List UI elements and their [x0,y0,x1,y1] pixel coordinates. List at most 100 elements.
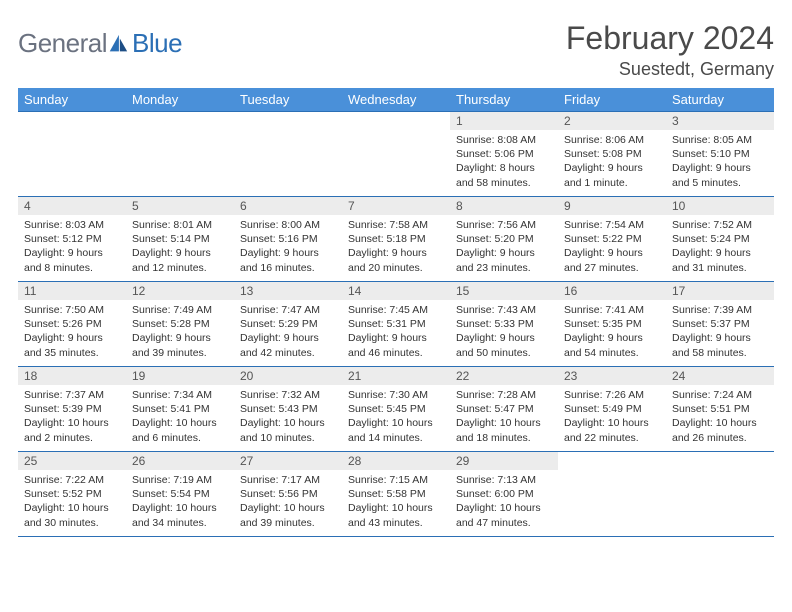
day-details: Sunrise: 7:37 AM Sunset: 5:39 PM Daylight:… [18,385,126,449]
sunrise-text: Sunrise: 7:32 AM [240,389,320,401]
day-details: Sunrise: 7:19 AMSunset: 5:54 PMDaylight:… [126,470,234,534]
sunrise-text: Sunrise: 7:19 AM [132,474,212,486]
day-details: Sunrise: 8:00 AMSunset: 5:16 PMDaylight:… [234,215,342,279]
day-details: Sunrise: 7:15 AMSunset: 5:58 PMDaylight:… [342,470,450,534]
sunset-text: Sunset: 5:33 PM [456,318,534,330]
calendar-cell: 3Sunrise: 8:05 AMSunset: 5:10 PMDaylight… [666,112,774,197]
day-details: Sunrise: 7:13 AMSunset: 6:00 PMDaylight:… [450,470,558,534]
daylight-text-1: Daylight: 10 hours [456,417,541,429]
daylight-text-2: and 23 minutes. [456,262,531,274]
sunset-text: Sunset: 5:37 PM [672,318,750,330]
daylight-text-1: Daylight: 9 hours [672,162,751,174]
calendar-table: SundayMondayTuesdayWednesdayThursdayFrid… [18,88,774,537]
calendar-cell: 28Sunrise: 7:15 AMSunset: 5:58 PMDayligh… [342,452,450,537]
daylight-text-2: and 10 minutes. [240,432,315,444]
sunrise-text: Sunrise: 8:01 AM [132,219,212,231]
sunset-text: Sunset: 5:41 PM [132,403,210,415]
sunrise-text: Sunrise: 7:37 AM [24,389,104,401]
daylight-text-1: Daylight: 9 hours [240,247,319,259]
sunset-text: Sunset: 5:26 PM [24,318,102,330]
calendar-cell: 4Sunrise: 8:03 AMSunset: 5:12 PMDaylight… [18,197,126,282]
calendar-cell: 16Sunrise: 7:41 AMSunset: 5:35 PMDayligh… [558,282,666,367]
calendar-cell: 25Sunrise: 7:22 AMSunset: 5:52 PMDayligh… [18,452,126,537]
calendar-cell: 13Sunrise: 7:47 AMSunset: 5:29 PMDayligh… [234,282,342,367]
calendar-cell [234,112,342,197]
day-number: 7 [342,197,450,215]
sunset-text: Sunset: 5:56 PM [240,488,318,500]
daylight-text-2: and 31 minutes. [672,262,747,274]
day-number: 1 [450,112,558,130]
calendar-cell: 11Sunrise: 7:50 AMSunset: 5:26 PMDayligh… [18,282,126,367]
sunset-text: Sunset: 5:35 PM [564,318,642,330]
location: Suestedt, Germany [566,59,774,80]
day-number: 22 [450,367,558,385]
sunset-text: Sunset: 5:43 PM [240,403,318,415]
calendar-cell: 22Sunrise: 7:28 AMSunset: 5:47 PMDayligh… [450,367,558,452]
daylight-text-1: Daylight: 10 hours [672,417,757,429]
calendar-cell: 21Sunrise: 7:30 AMSunset: 5:45 PMDayligh… [342,367,450,452]
day-number: 17 [666,282,774,300]
day-header: Saturday [666,88,774,112]
sunset-text: Sunset: 5:58 PM [348,488,426,500]
sunrise-text: Sunrise: 7:39 AM [672,304,752,316]
day-header: Monday [126,88,234,112]
day-details: Sunrise: 7:30 AMSunset: 5:45 PMDaylight:… [342,385,450,449]
calendar-cell: 8Sunrise: 7:56 AMSunset: 5:20 PMDaylight… [450,197,558,282]
day-details: Sunrise: 7:24 AM Sunset: 5:51 PM Daylight:… [666,385,774,449]
day-number: 13 [234,282,342,300]
sunset-text: Sunset: 5:49 PM [564,403,642,415]
sunrise-text: Sunrise: 7:45 AM [348,304,428,316]
sunset-text: Sunset: 5:54 PM [132,488,210,500]
sunset-text: Sunset: 5:12 PM [24,233,102,245]
month-title: February 2024 [566,20,774,57]
daylight-text-2: and 39 minutes. [132,347,207,359]
day-number: 27 [234,452,342,470]
calendar-cell: 7Sunrise: 7:58 AMSunset: 5:18 PMDaylight… [342,197,450,282]
day-number: 16 [558,282,666,300]
daylight-text-1: Daylight: 9 hours [132,247,211,259]
day-details: Sunrise: 7:17 AMSunset: 5:56 PMDaylight:… [234,470,342,534]
logo-word2: Blue [132,28,182,59]
sunset-text: Sunset: 5:51 PM [672,403,750,415]
day-number: 28 [342,452,450,470]
sunrise-text: Sunrise: 8:08 AM [456,134,536,146]
calendar-cell: 1Sunrise: 8:08 AMSunset: 5:06 PMDaylight… [450,112,558,197]
daylight-text-1: Daylight: 9 hours [348,332,427,344]
daylight-text-2: and 12 minutes. [132,262,207,274]
day-details: Sunrise: 7:26 AMSunset: 5:49 PMDaylight:… [558,385,666,449]
daylight-text-1: Daylight: 9 hours [672,247,751,259]
sunset-text: Sunset: 5:29 PM [240,318,318,330]
day-number: 15 [450,282,558,300]
daylight-text-2: and 14 minutes. [348,432,423,444]
daylight-text-1: Daylight: 9 hours [456,332,535,344]
sunset-text: Sunset: 5:39 PM [24,403,102,415]
sunrise-text: Sunrise: 7:56 AM [456,219,536,231]
sunrise-text: Sunrise: 7:58 AM [348,219,428,231]
daylight-text-1: Daylight: 9 hours [672,332,751,344]
day-header: Tuesday [234,88,342,112]
sunrise-text: Sunrise: 7:22 AM [24,474,104,486]
day-number: 29 [450,452,558,470]
sunset-text: Sunset: 5:20 PM [456,233,534,245]
day-details: Sunrise: 7:52 AMSunset: 5:24 PMDaylight:… [666,215,774,279]
daylight-text-2: and 43 minutes. [348,517,423,529]
daylight-text-1: Daylight: 10 hours [564,417,649,429]
day-number: 14 [342,282,450,300]
daylight-text-2: and 42 minutes. [240,347,315,359]
day-details: Sunrise: 8:03 AMSunset: 5:12 PMDaylight:… [18,215,126,279]
calendar-cell [666,452,774,537]
day-number: 18 [18,367,126,385]
sunset-text: Sunset: 5:06 PM [456,148,534,160]
sunset-text: Sunset: 5:14 PM [132,233,210,245]
daylight-text-1: Daylight: 10 hours [24,417,109,429]
daylight-text-2: and 1 minute. [564,177,628,189]
day-details: Sunrise: 7:47 AMSunset: 5:29 PMDaylight:… [234,300,342,364]
daylight-text-1: Daylight: 10 hours [240,417,325,429]
logo-word1: General [18,28,107,59]
sunrise-text: Sunrise: 7:34 AM [132,389,212,401]
daylight-text-2: and 58 minutes. [672,347,747,359]
sunrise-text: Sunrise: 7:24 AM [672,389,752,401]
day-number: 20 [234,367,342,385]
daylight-text-2: and 27 minutes. [564,262,639,274]
calendar-head: SundayMondayTuesdayWednesdayThursdayFrid… [18,88,774,112]
